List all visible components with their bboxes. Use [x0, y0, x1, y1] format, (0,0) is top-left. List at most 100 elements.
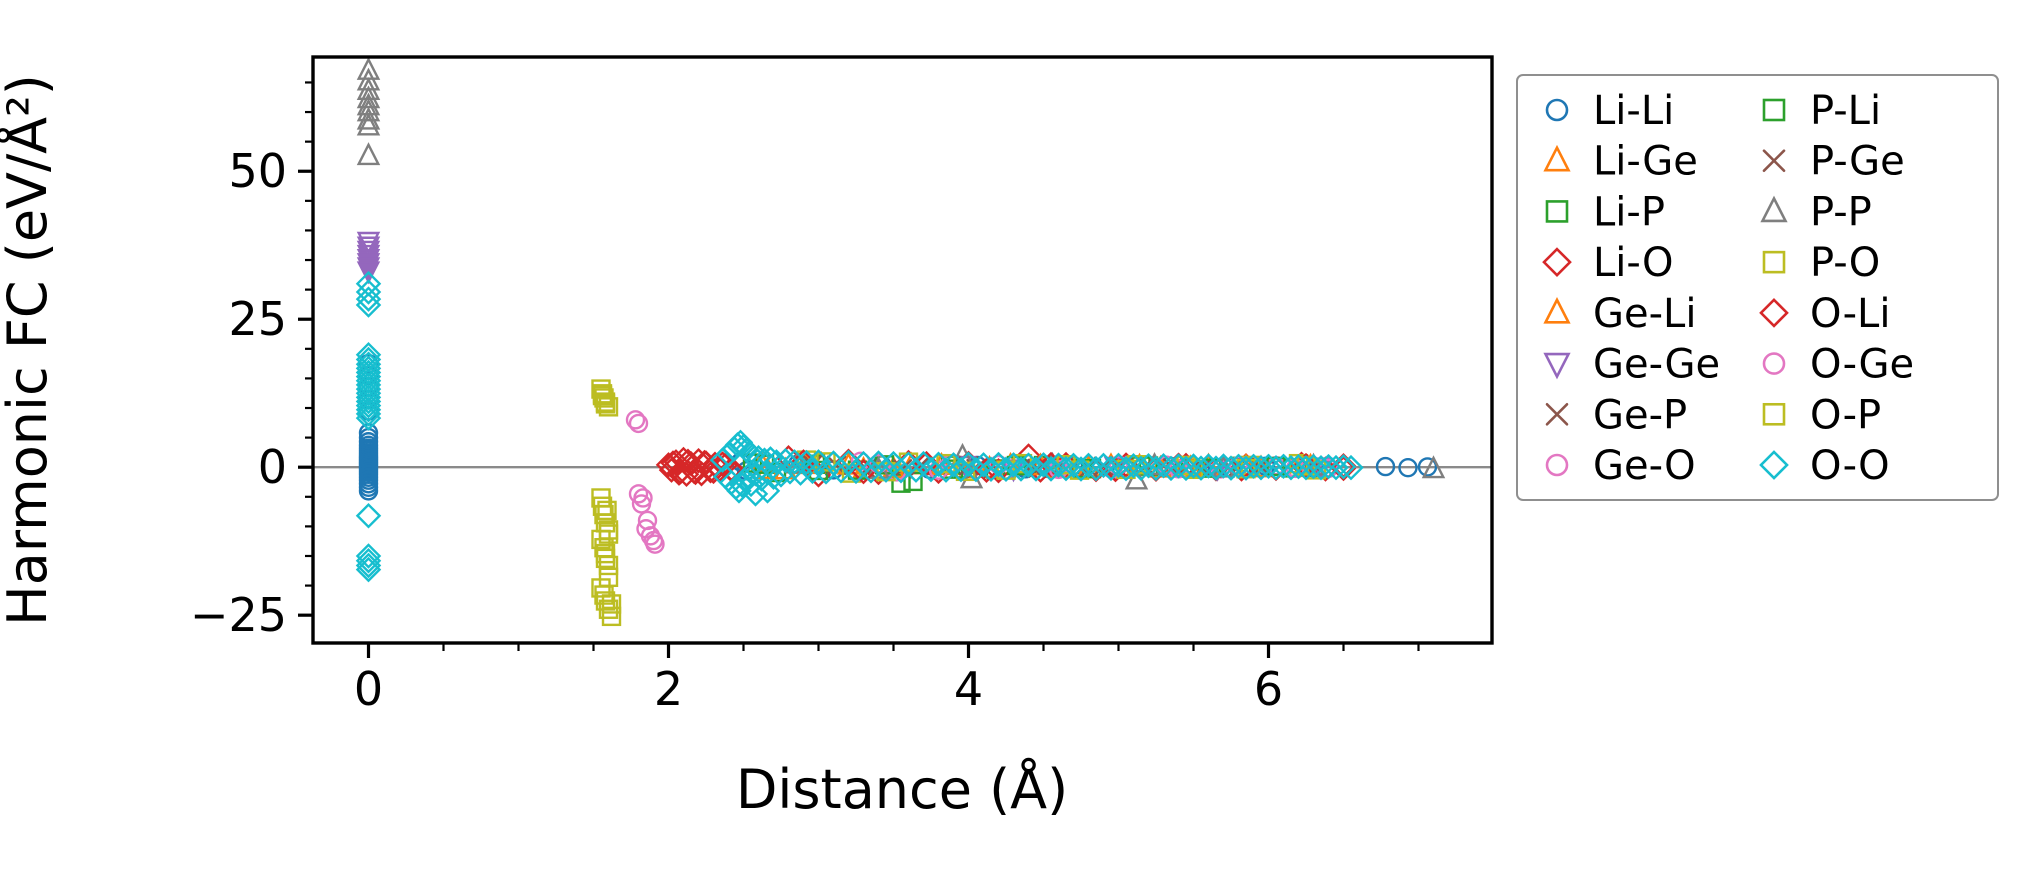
point — [685, 447, 712, 474]
series-O-O — [355, 270, 1364, 583]
x-marker-icon — [1545, 402, 1569, 426]
legend-label: Ge-O — [1593, 443, 1696, 489]
point — [601, 606, 622, 627]
point — [595, 543, 616, 564]
y-tick-label: 25 — [228, 292, 287, 346]
square-marker-icon — [1762, 250, 1786, 274]
legend-item-O-O: O-O — [1759, 443, 1890, 489]
point — [700, 458, 727, 485]
legend-item-P-Ge: P-Ge — [1762, 139, 1905, 185]
circle-marker-icon — [1762, 352, 1786, 375]
legend-label: Ge-Li — [1593, 291, 1696, 337]
point — [959, 465, 984, 489]
point — [763, 449, 790, 475]
plot-frame — [311, 55, 1494, 645]
point — [355, 397, 382, 423]
point — [1417, 457, 1438, 477]
tick-labels-layer: 0 2 4 6 −25 0 25 50 — [190, 144, 1283, 716]
y-axis-label: Harmonic FC (eV/Å²) — [0, 74, 59, 626]
point — [787, 460, 814, 486]
legend-label: Ge-Ge — [1593, 342, 1720, 388]
legend-label: Li-Ge — [1593, 139, 1698, 185]
point — [628, 413, 649, 434]
y-tick-label: 0 — [258, 440, 287, 494]
legend-label: O-Li — [1810, 291, 1890, 337]
point — [356, 142, 381, 166]
point — [355, 502, 382, 529]
point — [355, 552, 382, 579]
point — [772, 447, 799, 474]
point — [601, 594, 622, 614]
point — [598, 397, 619, 417]
square-marker-icon — [1762, 402, 1786, 426]
point — [597, 500, 617, 521]
point — [356, 98, 381, 122]
legend-item-P-P: P-P — [1760, 189, 1872, 235]
triangle-up-marker-icon — [1543, 297, 1571, 324]
point — [598, 524, 619, 544]
point — [355, 292, 382, 318]
legend-label: P-O — [1810, 240, 1880, 286]
point — [356, 244, 381, 268]
legend-item-P-O: P-O — [1762, 240, 1880, 286]
legend-label: O-P — [1810, 392, 1881, 438]
point — [598, 567, 619, 587]
point — [356, 240, 381, 264]
legend-item-Li-O: Li-O — [1542, 240, 1673, 286]
legend-box — [1516, 74, 1999, 501]
point — [355, 556, 382, 583]
diamond-marker-icon — [1759, 298, 1789, 328]
series-O-P — [592, 385, 1316, 614]
legend-item-P-Li: P-Li — [1762, 88, 1881, 134]
point — [625, 410, 646, 430]
legend-label: Li-O — [1593, 240, 1673, 286]
triangle-up-marker-icon — [1543, 144, 1571, 172]
y-tick-label: 50 — [228, 144, 287, 198]
series-Ge-Ge — [356, 231, 1333, 483]
point — [355, 279, 382, 305]
point — [777, 459, 803, 485]
series-P-O — [591, 379, 1327, 627]
point — [598, 555, 619, 576]
diamond-marker-icon — [1542, 247, 1572, 277]
legend-label: P-Ge — [1810, 139, 1905, 185]
point — [356, 261, 381, 285]
point — [781, 449, 808, 475]
legend-label: Ge-P — [1593, 392, 1687, 438]
x-tick-label: 4 — [954, 662, 983, 716]
legend-label: P-Li — [1810, 88, 1881, 134]
legend-item-Ge-Ge: Ge-Ge — [1543, 342, 1720, 388]
axis-ticks-layer — [298, 81, 1420, 658]
point — [355, 401, 382, 427]
x-tick-label: 2 — [654, 662, 683, 716]
legend-item-Li-Ge: Li-Ge — [1543, 139, 1698, 185]
point — [355, 543, 382, 569]
y-tick-label: −25 — [190, 588, 287, 642]
point — [682, 459, 709, 486]
square-marker-icon — [1545, 200, 1569, 223]
x-tick-label: 0 — [354, 662, 383, 716]
point — [598, 599, 619, 619]
point — [355, 388, 382, 415]
point — [637, 510, 658, 531]
x-tick-label: 6 — [1254, 662, 1283, 716]
point — [356, 236, 381, 260]
circle-marker-icon — [1545, 98, 1569, 122]
legend-label: O-Ge — [1810, 342, 1914, 388]
point — [768, 462, 794, 488]
point — [358, 481, 379, 501]
legend-item-Ge-Li: Ge-Li — [1543, 291, 1696, 337]
point — [1338, 454, 1364, 481]
series-P-P — [356, 56, 1446, 490]
data-points-layer — [355, 56, 1446, 627]
point — [1398, 457, 1418, 478]
point — [356, 253, 381, 277]
legend-label: Li-P — [1593, 189, 1665, 235]
point — [356, 248, 381, 272]
legend-item-Li-Li: Li-Li — [1545, 88, 1674, 134]
x-axis-label: Distance (Å) — [736, 757, 1068, 821]
legend-item-Ge-O: Ge-O — [1545, 443, 1696, 489]
point — [356, 257, 381, 281]
